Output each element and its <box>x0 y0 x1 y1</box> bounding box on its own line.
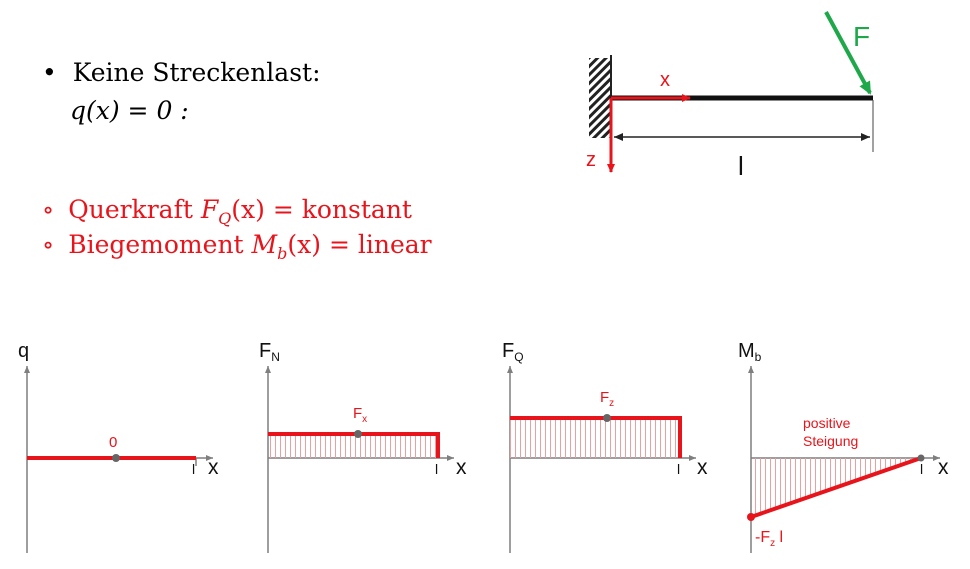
mb-note-line2: Steigung <box>803 433 858 449</box>
end-marker <box>917 454 925 462</box>
querkraft-rest: (x) = konstant <box>231 195 412 224</box>
mb-value-label: -Fz l <box>755 529 783 549</box>
diagram-fq: FQ Fz l x <box>502 340 708 553</box>
fq-value-label: Fz <box>600 389 614 409</box>
axis-subscript: b <box>755 350 762 364</box>
axis-letter: F <box>502 340 514 362</box>
item-text: Keine Streckenlast: <box>72 58 321 87</box>
fn-area <box>268 434 438 458</box>
biegemoment-rest: (x) = linear <box>287 230 432 259</box>
value-marker <box>603 414 611 422</box>
value-letter: F <box>600 389 609 406</box>
value-marker <box>747 513 755 521</box>
equation-q-zero: q(x) = 0 : <box>70 96 189 125</box>
bullet-glyph: • <box>42 58 57 87</box>
diagram-fn: FN Fx l x <box>259 340 467 553</box>
fq-value-line <box>510 416 682 458</box>
value-letter: F <box>353 405 362 422</box>
q-axis-label: q <box>18 340 29 362</box>
value-letter: -F <box>755 529 770 546</box>
force-label: F <box>853 21 870 52</box>
bullet-item-streckenlast: • Keine Streckenlast: <box>42 58 321 87</box>
value-marker <box>112 454 120 462</box>
value-subscript: x <box>362 414 367 425</box>
mb-axis-label: Mb <box>738 340 762 364</box>
beam-z-label: z <box>586 149 596 171</box>
q-x-label: x <box>208 456 219 479</box>
fq-length-label: l <box>677 461 680 477</box>
item-biegemoment: ∘ Biegemoment Mb(x) = linear <box>42 230 432 263</box>
value-subscript: z <box>770 538 775 549</box>
value-marker <box>354 430 362 438</box>
fn-value-line <box>268 432 440 458</box>
mb-value-line <box>750 456 922 519</box>
fq-subscript: Q <box>218 209 232 228</box>
mb-subscript: b <box>277 244 288 263</box>
biegemoment-label: Biegemoment <box>68 230 252 259</box>
axis-subscript: Q <box>514 350 523 364</box>
beam-length-label: l <box>738 151 744 181</box>
fn-length-label: l <box>435 461 438 477</box>
fq-symbol: F <box>200 195 219 224</box>
q-value-label: 0 <box>109 434 117 451</box>
axis-letter: M <box>738 340 755 362</box>
fq-axis-label: FQ <box>502 340 524 364</box>
value-suffix: l <box>775 529 783 546</box>
fq-area <box>510 418 680 458</box>
diagram-mb: Mb positive Steigung -Fz l l x <box>738 340 949 553</box>
force-arrow <box>824 11 872 95</box>
circle-glyph: ∘ <box>42 195 55 224</box>
diagram-q: q 0 l x <box>18 340 219 553</box>
beam-x-label: x <box>660 69 670 91</box>
wall-support <box>589 58 611 138</box>
item-querkraft: ∘ Querkraft FQ(x) = konstant <box>42 195 412 228</box>
fq-x-label: x <box>697 456 708 479</box>
fn-axis-label: FN <box>259 340 280 364</box>
value-subscript: z <box>609 398 614 409</box>
q-length-label: l <box>192 461 195 477</box>
querkraft-label: Querkraft <box>68 195 201 224</box>
axis-subscript: N <box>271 350 280 364</box>
mb-symbol: M <box>251 230 278 259</box>
mb-note-line1: positive <box>803 415 851 431</box>
mb-x-label: x <box>938 456 949 479</box>
fn-value-label: Fx <box>353 405 367 425</box>
fn-x-label: x <box>456 456 467 479</box>
circle-glyph: ∘ <box>42 230 55 259</box>
mb-length-label: l <box>920 461 923 477</box>
axis-letter: F <box>259 340 271 362</box>
